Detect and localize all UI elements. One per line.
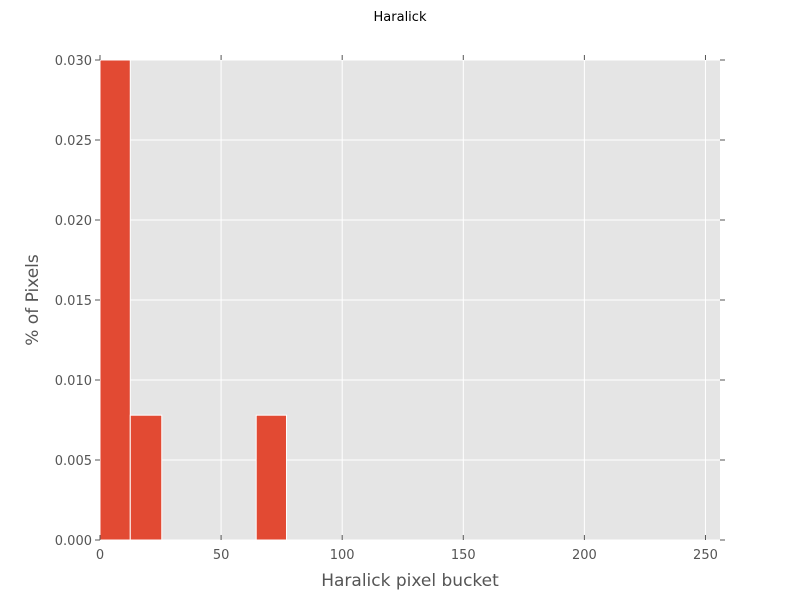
x-tick-label: 50 (213, 548, 230, 563)
histogram-bar (255, 414, 287, 541)
y-tick-label: 0.030 (55, 54, 92, 69)
x-tick-label: 150 (451, 548, 476, 563)
y-tick-label: 0.000 (55, 534, 92, 549)
x-tick-label: 100 (330, 548, 355, 563)
chart-title: Haralick (373, 10, 427, 25)
y-axis-label: % of Pixels (23, 254, 43, 346)
axis-ticks: 0 50 100 150 200 250 0.000 0.005 0.010 0.015 0.020… (55, 54, 725, 563)
y-tick-label: 0.025 (55, 134, 92, 149)
bars-group (99, 59, 287, 541)
histogram-bar (99, 59, 131, 541)
histogram-bar (129, 414, 163, 541)
y-tick-label: 0.020 (55, 214, 92, 229)
x-tick-label: 250 (693, 548, 718, 563)
x-axis-label: Haralick pixel bucket (321, 571, 499, 591)
x-tick-label: 200 (572, 548, 597, 563)
y-tick-label: 0.005 (55, 454, 92, 469)
y-tick-label: 0.015 (55, 294, 92, 309)
y-tick-label: 0.010 (55, 374, 92, 389)
x-tick-label: 0 (96, 548, 104, 563)
